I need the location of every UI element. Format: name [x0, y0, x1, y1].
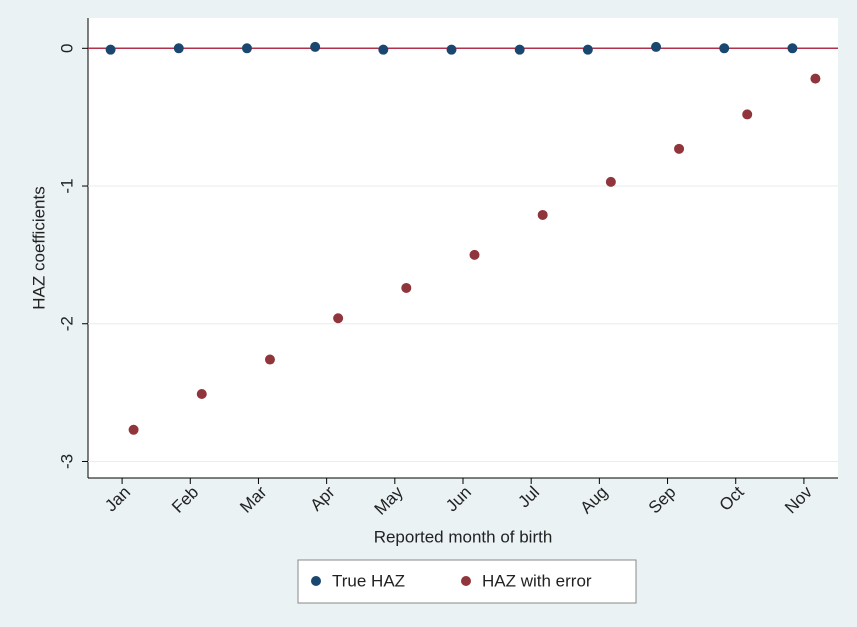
y-tick-label: -2	[57, 316, 76, 331]
legend-marker	[461, 576, 471, 586]
dot	[719, 43, 730, 54]
legend-marker	[311, 576, 321, 586]
dot	[378, 44, 389, 55]
dot	[582, 44, 593, 55]
y-tick-label: 0	[57, 44, 76, 53]
dot	[310, 41, 321, 52]
dot	[401, 282, 412, 293]
dot	[605, 176, 616, 187]
dot	[241, 43, 252, 54]
legend-label: True HAZ	[332, 571, 405, 590]
dot	[514, 44, 525, 55]
dot	[333, 313, 344, 324]
dot	[537, 209, 548, 220]
dot	[742, 109, 753, 120]
dot	[787, 43, 798, 54]
y-axis-title: HAZ coefficients	[29, 186, 48, 309]
dot	[810, 73, 821, 84]
dot	[128, 424, 139, 435]
dot	[264, 354, 275, 365]
y-tick-label: -1	[57, 178, 76, 193]
dot	[674, 143, 685, 154]
y-tick-label: -3	[57, 454, 76, 469]
x-axis-title: Reported month of birth	[374, 527, 553, 546]
dot	[446, 44, 457, 55]
plot-area	[88, 18, 838, 478]
dot	[196, 388, 207, 399]
legend-label: HAZ with error	[482, 571, 592, 590]
dot	[469, 249, 480, 260]
dot	[105, 44, 116, 55]
dot	[173, 43, 184, 54]
dot	[651, 41, 662, 52]
